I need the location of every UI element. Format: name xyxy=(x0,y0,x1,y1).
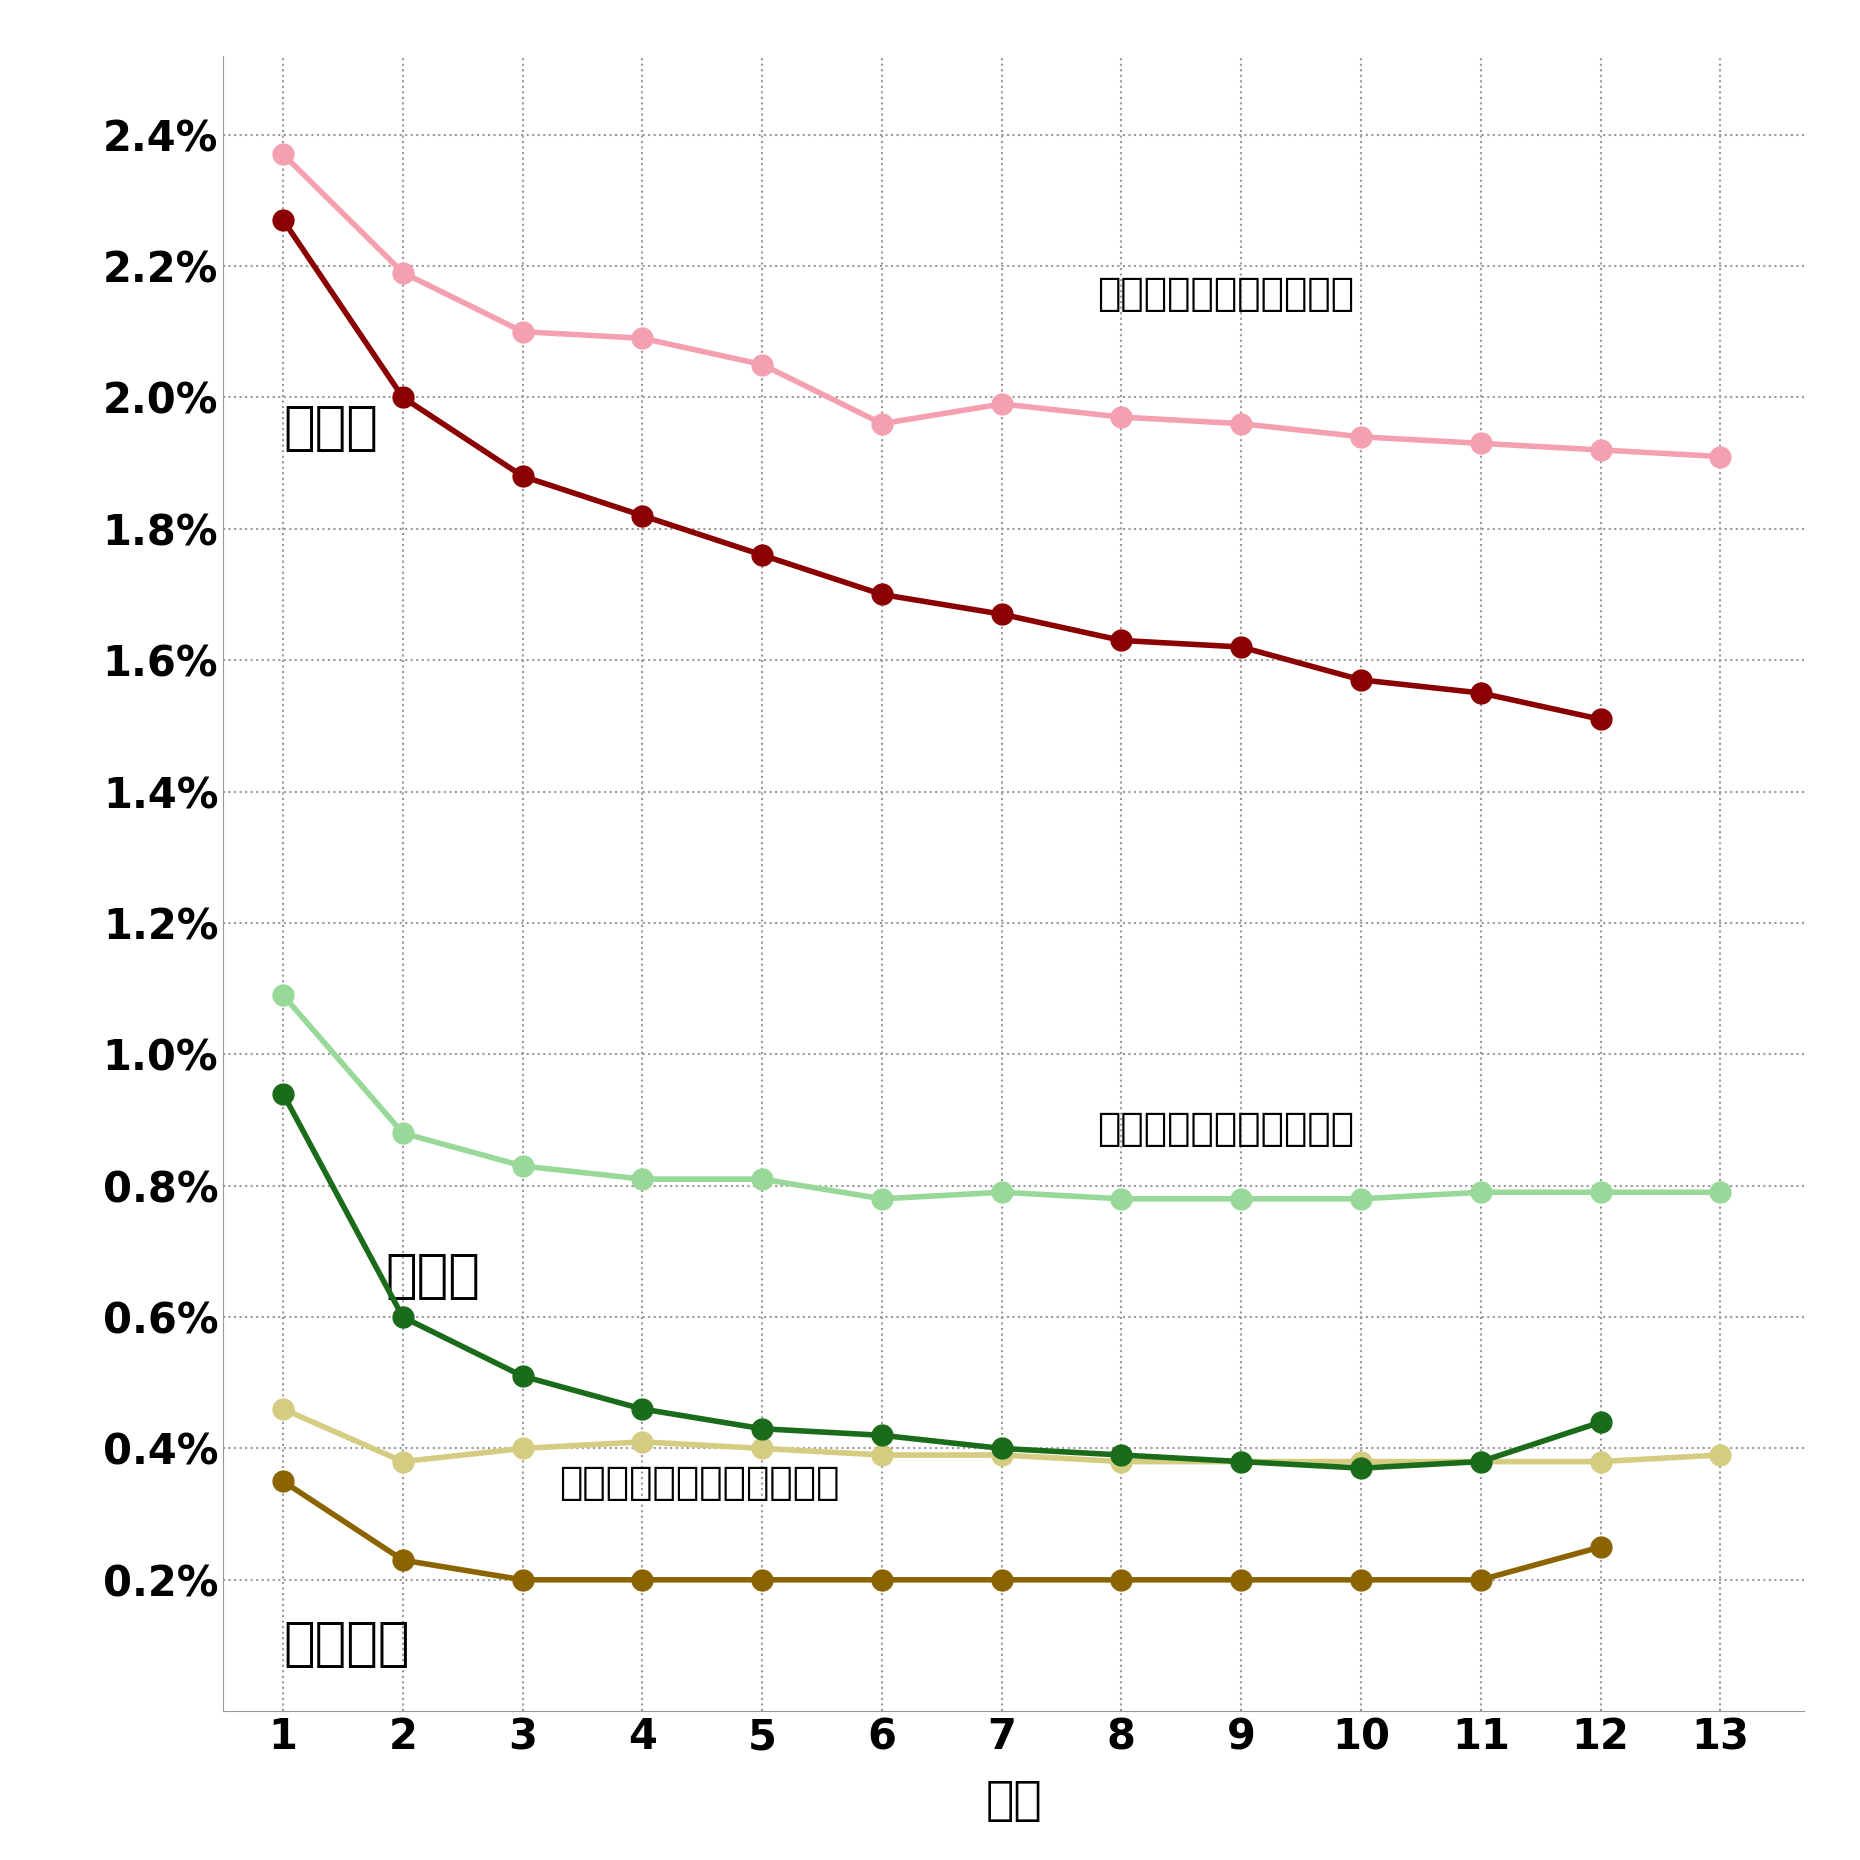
Text: ライブ率: ライブ率 xyxy=(283,1618,409,1670)
Text: 予約率（全アニメ平均）: 予約率（全アニメ平均） xyxy=(1097,275,1354,314)
Text: 再生率: 再生率 xyxy=(385,1250,480,1302)
X-axis label: 話数: 話数 xyxy=(986,1778,1042,1825)
Text: ライブ率（全アニメ平均）: ライブ率（全アニメ平均） xyxy=(558,1464,839,1503)
Text: 再生率（全アニメ平均）: 再生率（全アニメ平均） xyxy=(1097,1110,1354,1148)
Text: 予約率: 予約率 xyxy=(283,402,378,454)
